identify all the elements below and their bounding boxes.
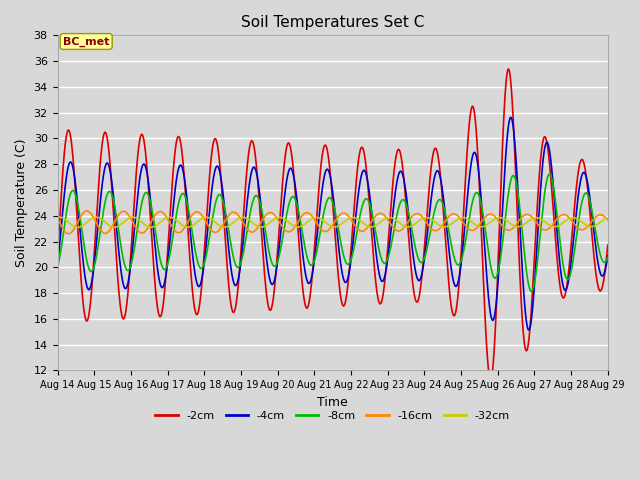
-16cm <box>117 210 125 216</box>
Line: -4cm: -4cm <box>58 117 608 330</box>
-16cm <box>65 231 72 237</box>
-4cm <box>593 256 601 262</box>
-32cm <box>56 214 63 220</box>
-4cm <box>116 262 124 268</box>
Line: -2cm: -2cm <box>58 69 608 380</box>
-32cm <box>289 222 296 228</box>
Line: -32cm: -32cm <box>58 217 608 228</box>
-2cm <box>54 252 61 258</box>
-32cm <box>604 215 612 221</box>
-2cm <box>593 280 601 286</box>
-2cm <box>265 304 273 310</box>
Y-axis label: Soil Temperature (C): Soil Temperature (C) <box>15 139 28 267</box>
-16cm <box>593 213 601 219</box>
-32cm <box>265 220 273 226</box>
-32cm <box>54 215 61 220</box>
-2cm <box>486 377 494 383</box>
-32cm <box>117 222 125 228</box>
Text: BC_met: BC_met <box>63 36 109 47</box>
-16cm <box>534 222 542 228</box>
-2cm <box>289 157 296 163</box>
-8cm <box>545 171 553 177</box>
-2cm <box>116 302 124 308</box>
-32cm <box>74 225 81 230</box>
-2cm <box>534 191 542 197</box>
-4cm <box>54 262 61 268</box>
-8cm <box>54 264 61 270</box>
-4cm <box>149 222 157 228</box>
-16cm <box>54 216 61 221</box>
-4cm <box>534 226 542 231</box>
-2cm <box>604 242 612 248</box>
-16cm <box>265 210 273 216</box>
-32cm <box>150 224 157 230</box>
-8cm <box>289 194 296 200</box>
-4cm <box>507 114 515 120</box>
-8cm <box>527 288 535 294</box>
-32cm <box>534 215 542 221</box>
X-axis label: Time: Time <box>317 396 348 408</box>
-4cm <box>289 168 296 174</box>
-16cm <box>150 216 157 221</box>
-2cm <box>149 253 157 259</box>
-16cm <box>289 227 296 232</box>
-4cm <box>525 327 532 333</box>
-16cm <box>83 208 91 214</box>
-8cm <box>116 239 124 245</box>
Line: -8cm: -8cm <box>58 174 608 291</box>
-32cm <box>593 222 601 228</box>
Line: -16cm: -16cm <box>58 211 608 234</box>
-2cm <box>505 66 513 72</box>
-4cm <box>265 270 273 276</box>
-16cm <box>604 217 612 223</box>
-8cm <box>534 255 541 261</box>
-4cm <box>604 253 612 259</box>
-8cm <box>593 238 601 244</box>
-8cm <box>604 254 612 260</box>
-8cm <box>265 246 273 252</box>
Legend: -2cm, -4cm, -8cm, -16cm, -32cm: -2cm, -4cm, -8cm, -16cm, -32cm <box>151 406 515 425</box>
-8cm <box>149 213 157 218</box>
Title: Soil Temperatures Set C: Soil Temperatures Set C <box>241 15 424 30</box>
